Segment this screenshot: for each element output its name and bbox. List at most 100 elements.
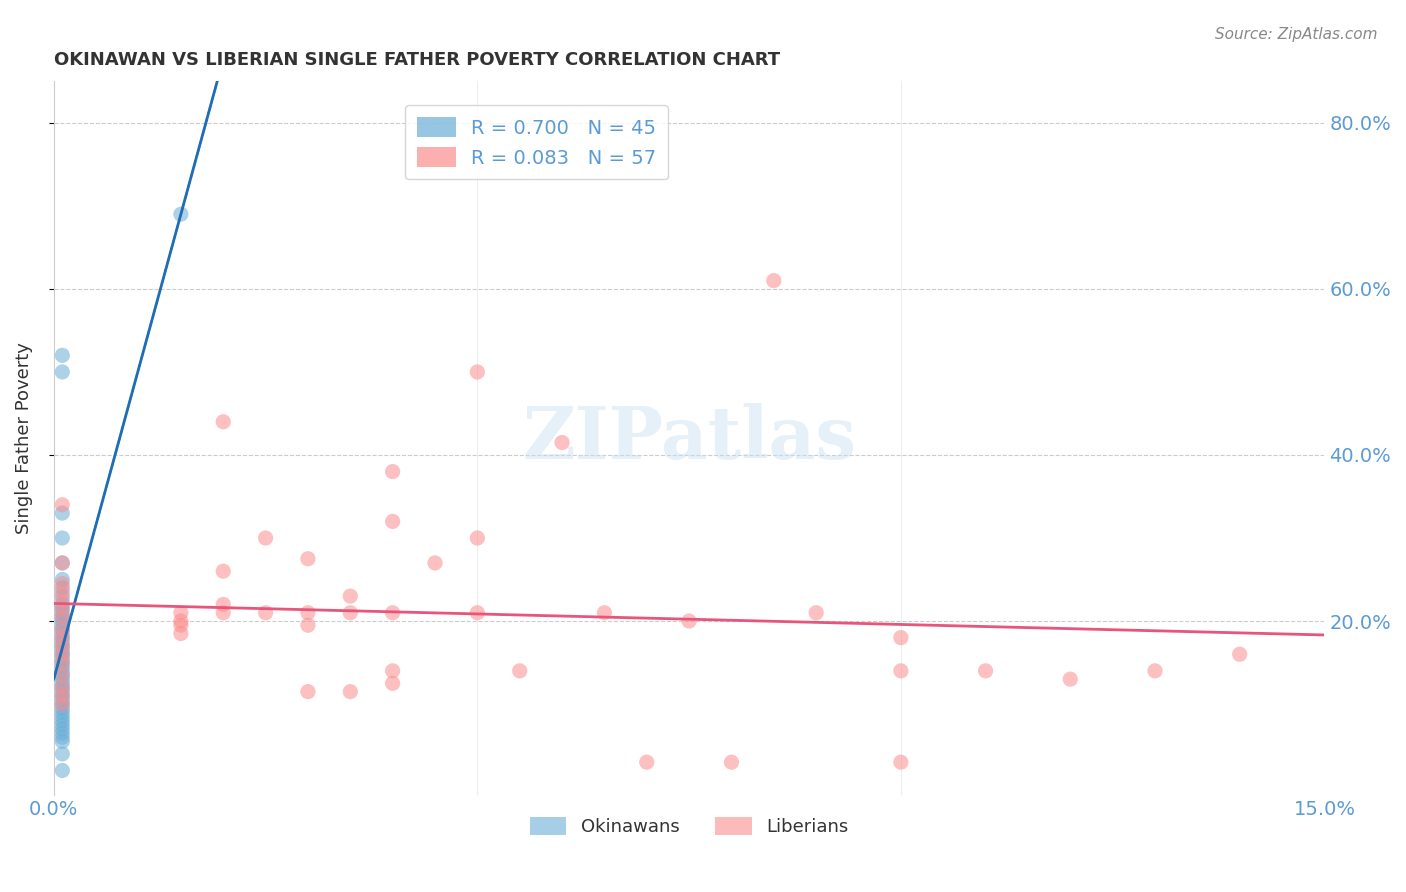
- Point: [51, 639, 73, 653]
- Point: [51, 714, 73, 728]
- Point: [51, 626, 73, 640]
- Point: [51, 593, 73, 607]
- Point: [51, 623, 73, 637]
- Point: [551, 435, 574, 450]
- Point: [51, 498, 73, 512]
- Point: [51, 697, 73, 711]
- Point: [636, 755, 658, 769]
- Point: [1143, 664, 1166, 678]
- Text: Source: ZipAtlas.com: Source: ZipAtlas.com: [1215, 27, 1378, 42]
- Point: [51, 643, 73, 657]
- Point: [51, 764, 73, 778]
- Point: [467, 531, 489, 545]
- Point: [51, 672, 73, 686]
- Point: [467, 365, 489, 379]
- Point: [381, 676, 404, 690]
- Point: [170, 618, 193, 632]
- Point: [51, 668, 73, 682]
- Point: [297, 606, 319, 620]
- Point: [51, 676, 73, 690]
- Point: [297, 618, 319, 632]
- Point: [339, 606, 361, 620]
- Point: [509, 664, 531, 678]
- Text: OKINAWAN VS LIBERIAN SINGLE FATHER POVERTY CORRELATION CHART: OKINAWAN VS LIBERIAN SINGLE FATHER POVER…: [53, 51, 780, 69]
- Point: [51, 631, 73, 645]
- Point: [170, 614, 193, 628]
- Point: [51, 581, 73, 595]
- Point: [51, 689, 73, 703]
- Point: [212, 564, 235, 578]
- Point: [51, 598, 73, 612]
- Point: [51, 618, 73, 632]
- Point: [51, 668, 73, 682]
- Point: [51, 556, 73, 570]
- Point: [51, 576, 73, 591]
- Point: [467, 606, 489, 620]
- Point: [51, 726, 73, 740]
- Point: [51, 573, 73, 587]
- Point: [593, 606, 616, 620]
- Point: [254, 531, 277, 545]
- Point: [51, 697, 73, 711]
- Point: [51, 556, 73, 570]
- Point: [51, 722, 73, 736]
- Point: [381, 515, 404, 529]
- Point: [762, 274, 785, 288]
- Point: [51, 681, 73, 695]
- Point: [423, 556, 446, 570]
- Point: [51, 589, 73, 603]
- Point: [51, 365, 73, 379]
- Point: [51, 647, 73, 661]
- Point: [1059, 672, 1081, 686]
- Point: [51, 585, 73, 599]
- Point: [381, 606, 404, 620]
- Point: [51, 709, 73, 723]
- Point: [51, 651, 73, 665]
- Point: [170, 606, 193, 620]
- Point: [254, 606, 277, 620]
- Point: [51, 348, 73, 362]
- Point: [339, 589, 361, 603]
- Point: [381, 664, 404, 678]
- Point: [890, 664, 912, 678]
- Point: [51, 706, 73, 720]
- Point: [339, 684, 361, 698]
- Text: ZIPatlas: ZIPatlas: [522, 403, 856, 474]
- Point: [170, 207, 193, 221]
- Point: [51, 506, 73, 520]
- Point: [51, 656, 73, 670]
- Point: [51, 601, 73, 615]
- Point: [51, 610, 73, 624]
- Point: [51, 659, 73, 673]
- Point: [1229, 647, 1251, 661]
- Point: [890, 755, 912, 769]
- Point: [51, 639, 73, 653]
- Point: [51, 601, 73, 615]
- Point: [51, 718, 73, 732]
- Point: [297, 684, 319, 698]
- Point: [51, 681, 73, 695]
- Point: [212, 606, 235, 620]
- Point: [51, 531, 73, 545]
- Point: [381, 465, 404, 479]
- Point: [212, 598, 235, 612]
- Point: [51, 610, 73, 624]
- Y-axis label: Single Father Poverty: Single Father Poverty: [15, 343, 32, 534]
- Point: [51, 635, 73, 649]
- Point: [804, 606, 827, 620]
- Point: [720, 755, 742, 769]
- Point: [51, 684, 73, 698]
- Point: [212, 415, 235, 429]
- Legend: Okinawans, Liberians: Okinawans, Liberians: [523, 810, 855, 844]
- Point: [51, 689, 73, 703]
- Point: [51, 731, 73, 745]
- Point: [51, 664, 73, 678]
- Point: [170, 626, 193, 640]
- Point: [51, 734, 73, 748]
- Point: [51, 606, 73, 620]
- Point: [51, 693, 73, 707]
- Point: [51, 701, 73, 715]
- Point: [974, 664, 997, 678]
- Point: [51, 647, 73, 661]
- Point: [51, 614, 73, 628]
